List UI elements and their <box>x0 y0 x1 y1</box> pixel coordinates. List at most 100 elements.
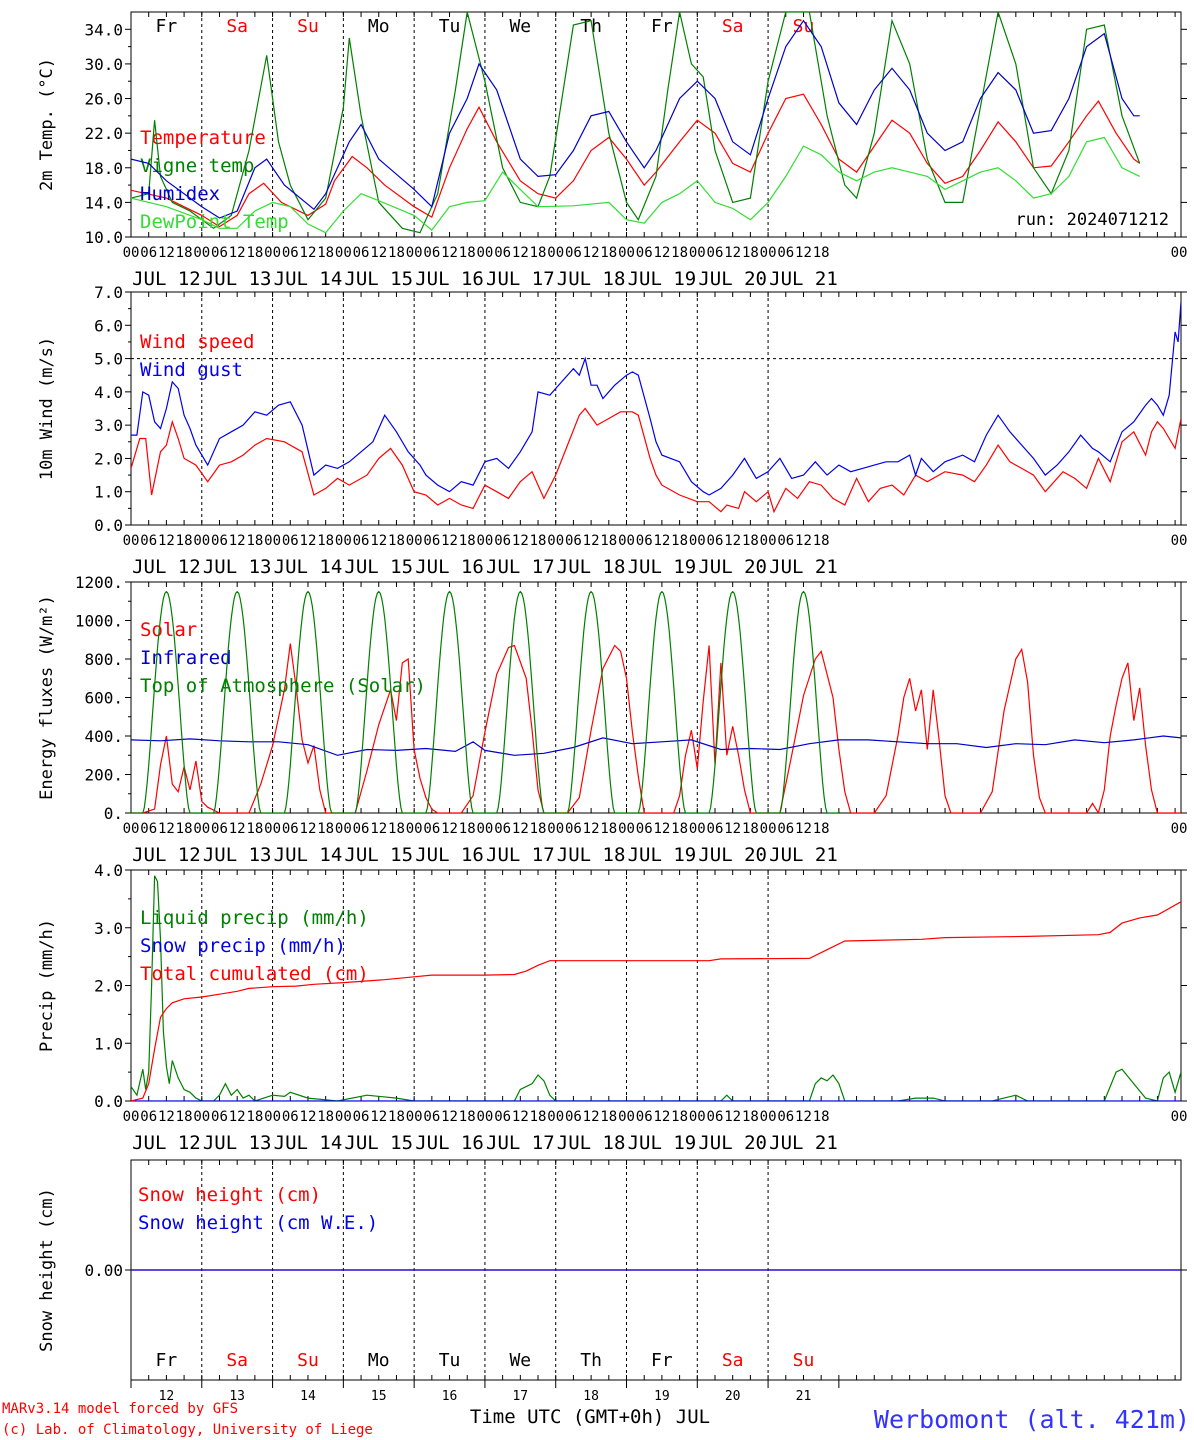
hour-label: 18 <box>176 245 193 261</box>
day-name: Th <box>580 16 602 37</box>
panel-2: 0.0 1.0 2.0 3.0 4.0 5.0 6.0 7.0 10m Wind (m/s) 00… <box>37 283 1187 578</box>
day-label: JUL 15 <box>344 844 413 866</box>
panel-5: 0.00 Snow height (cm) Fr Sa Su Mo Tu We Th Fr Sa Su… <box>37 1159 1187 1381</box>
hour-label: 12 <box>583 1109 600 1125</box>
hour-label: 12 <box>370 821 387 837</box>
legend-entry: Vigne temp <box>140 155 254 177</box>
hour-label: 12 <box>370 533 387 549</box>
hour-label: 00 <box>760 1109 777 1125</box>
day-name: Sa <box>226 1350 248 1371</box>
day-number: 13 <box>229 1389 245 1404</box>
hour-label: 12 <box>158 1109 175 1125</box>
hour-label: 06 <box>423 1109 440 1125</box>
hour-label: 12 <box>441 1109 458 1125</box>
legend-entry: Snow precip (mm/h) <box>140 935 346 957</box>
hour-label: 06 <box>140 245 157 261</box>
hour-label: 06 <box>282 821 299 837</box>
day-label: JUL 14 <box>274 844 343 866</box>
day-number: 15 <box>371 1389 387 1404</box>
y-tick-label: 0.0 <box>94 516 123 535</box>
day-label: JUL 17 <box>486 268 555 290</box>
y-tick-label: 400. <box>84 727 123 746</box>
y-tick-label: 4.0 <box>94 861 123 880</box>
hour-label: 12 <box>158 245 175 261</box>
hour-label: 06 <box>211 1109 228 1125</box>
hour-label: 18 <box>813 533 830 549</box>
day-number: 18 <box>583 1389 599 1404</box>
day-name: Fr <box>651 16 673 37</box>
hour-label: 00 <box>335 1109 352 1125</box>
hour-label: 00 <box>689 533 706 549</box>
hour-label: 06 <box>565 1109 582 1125</box>
day-name: Tu <box>439 1350 461 1371</box>
hour-label: 18 <box>742 821 759 837</box>
y-tick-label: 1200. <box>75 573 123 592</box>
legend-entry: Top of Atmosphere (Solar) <box>140 675 426 697</box>
hour-label: 18 <box>459 1109 476 1125</box>
hour-label: 00 <box>547 1109 564 1125</box>
hour-label: 18 <box>813 1109 830 1125</box>
hour-label: 06 <box>565 245 582 261</box>
hour-label: 12 <box>653 821 670 837</box>
hour-label: 18 <box>246 1109 263 1125</box>
day-label: JUL 20 <box>698 844 767 866</box>
hour-label: 18 <box>813 821 830 837</box>
day-label: JUL 16 <box>415 1132 484 1154</box>
day-label: JUL 19 <box>628 556 697 578</box>
hour-label: 12 <box>300 533 317 549</box>
hour-label: 00 <box>335 533 352 549</box>
day-label: JUL 20 <box>698 556 767 578</box>
hour-label: 06 <box>777 245 794 261</box>
series-line-2-0 <box>131 643 1181 813</box>
hour-label: 18 <box>459 821 476 837</box>
hour-label: 12 <box>724 533 741 549</box>
day-label: JUL 12 <box>132 1132 201 1154</box>
hour-label: 06 <box>423 821 440 837</box>
day-name: Fr <box>156 1350 178 1371</box>
day-label: JUL 21 <box>769 844 838 866</box>
hour-label: 12 <box>512 1109 529 1125</box>
y-tick-label: 0. <box>104 804 123 823</box>
hour-label: 18 <box>671 245 688 261</box>
day-label: JUL 13 <box>203 844 272 866</box>
hour-label: 18 <box>176 533 193 549</box>
day-label: JUL 21 <box>769 1132 838 1154</box>
y-tick-label: 26.0 <box>84 90 123 109</box>
hour-label: 18 <box>459 533 476 549</box>
hour-label: 18 <box>176 1109 193 1125</box>
y-tick-label: 6.0 <box>94 316 123 335</box>
series-line-1-1 <box>131 301 1181 496</box>
legend-entry: Solar <box>140 619 197 641</box>
hour-label: 18 <box>176 821 193 837</box>
hour-label: 18 <box>317 1109 334 1125</box>
hour-label: 06 <box>636 533 653 549</box>
hour-label: 06 <box>211 821 228 837</box>
hour-label: 06 <box>494 533 511 549</box>
hour-label: 12 <box>300 821 317 837</box>
day-name: Sa <box>722 1350 744 1371</box>
hour-label: 18 <box>530 245 547 261</box>
hour-label: 12 <box>795 1109 812 1125</box>
y-tick-label: 2.0 <box>94 977 123 996</box>
y-tick-label: 1.0 <box>94 483 123 502</box>
hour-label: 06 <box>140 821 157 837</box>
hour-label: 18 <box>388 245 405 261</box>
hour-label: 18 <box>600 1109 617 1125</box>
hour-label: 18 <box>530 533 547 549</box>
hour-label: 18 <box>742 533 759 549</box>
hour-label-end: 00 <box>1171 533 1188 549</box>
y-tick-label: 0.00 <box>84 1261 123 1280</box>
hour-label: 00 <box>406 533 423 549</box>
hour-label: 12 <box>583 821 600 837</box>
legend-entry: Liquid precip (mm/h) <box>140 907 369 929</box>
hour-label: 06 <box>353 533 370 549</box>
hour-label: 18 <box>317 245 334 261</box>
day-label: JUL 14 <box>274 1132 343 1154</box>
hour-label: 06 <box>636 821 653 837</box>
hour-label: 12 <box>300 1109 317 1125</box>
hour-label: 06 <box>282 1109 299 1125</box>
y-tick-label: 1000. <box>75 612 123 631</box>
hour-label: 00 <box>406 245 423 261</box>
legend-entry: Wind speed <box>140 331 254 353</box>
y-tick-label: 3.0 <box>94 919 123 938</box>
